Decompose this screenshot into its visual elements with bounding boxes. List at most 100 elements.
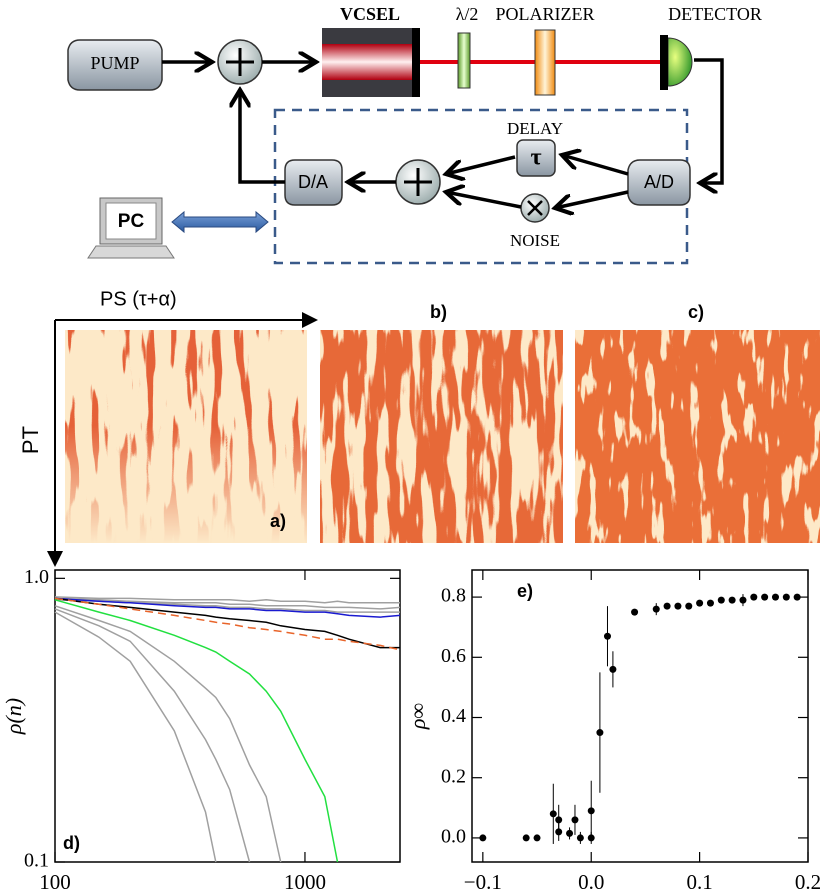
panel-label: b) — [430, 302, 447, 322]
data-point — [555, 816, 563, 824]
data-line — [54, 608, 251, 863]
x-tick-label: 1000 — [284, 870, 326, 890]
pt-axis-label: PT — [18, 426, 43, 454]
data-point — [555, 828, 563, 836]
ad-label: A/D — [644, 172, 674, 192]
polarizer-label: POLARIZER — [496, 4, 595, 24]
data-point — [739, 596, 747, 604]
data-line — [54, 611, 217, 863]
data-point — [771, 593, 779, 601]
arrow — [446, 192, 522, 209]
data-point — [533, 834, 541, 842]
panel-label: d) — [63, 833, 80, 853]
data-point — [728, 596, 736, 604]
data-point — [571, 816, 579, 824]
data-point — [717, 596, 725, 604]
panel-a-texture — [65, 330, 307, 543]
tau-label: τ — [530, 145, 541, 171]
data-point — [663, 602, 671, 610]
delay-label: DELAY — [507, 119, 563, 138]
x-tick-label: 0.2 — [795, 870, 821, 890]
detector — [667, 37, 693, 87]
data-point — [603, 632, 611, 640]
detector-label: DETECTOR — [668, 4, 762, 24]
data-point — [652, 605, 660, 613]
da-box — [284, 159, 343, 206]
data-point — [549, 810, 557, 818]
ps-axis-label: PS (τ+α) — [100, 288, 177, 310]
data-point — [706, 599, 714, 607]
data-point — [793, 593, 801, 601]
data-line — [54, 597, 400, 649]
data-point — [596, 729, 604, 737]
data-line — [54, 596, 400, 604]
panel-c-texture — [575, 330, 820, 543]
y-axis-label: ρ∞ — [405, 703, 430, 731]
panel-label: a) — [270, 511, 286, 531]
spacetime-panels: PS (τ+α) PT a) b) c) — [18, 288, 820, 567]
plot-frame — [471, 569, 809, 863]
data-point — [587, 807, 595, 815]
data-point — [674, 602, 682, 610]
ad-box — [627, 159, 691, 206]
x-tick-label: 0.0 — [578, 870, 604, 890]
data-point — [587, 834, 595, 842]
arrow — [562, 155, 629, 176]
panel-label: c) — [688, 302, 704, 322]
half-wave-plate — [457, 32, 471, 89]
data-point — [782, 593, 790, 601]
y-tick-label: 0.6 — [441, 645, 466, 667]
y-tick-label: 0.2 — [441, 765, 466, 787]
noise-label: NOISE — [510, 231, 560, 250]
vcsel-label: VCSEL — [340, 4, 400, 24]
data-line — [54, 599, 339, 863]
plus-sign — [226, 48, 254, 76]
data-line — [54, 597, 401, 618]
arrow — [240, 90, 285, 184]
polarizer — [534, 29, 556, 96]
data-point — [696, 599, 704, 607]
data-point — [750, 593, 758, 601]
vcsel-cavity — [322, 44, 412, 80]
data-point — [566, 829, 574, 837]
data-point — [609, 665, 617, 673]
y-tick-label: 0.0 — [441, 826, 466, 848]
data-line — [54, 597, 401, 610]
panel-b-texture — [320, 330, 563, 543]
data-line — [54, 605, 282, 863]
y-tick-label: 1.0 — [24, 566, 49, 588]
data-point — [479, 834, 487, 842]
arrow — [694, 58, 724, 183]
plot-frame — [54, 569, 401, 863]
half-wave-label: λ/2 — [456, 4, 479, 24]
data-point — [761, 593, 769, 601]
data-point — [631, 608, 639, 616]
data-point — [522, 834, 530, 842]
x-tick-label: 0.1 — [686, 870, 712, 890]
pump-box — [67, 39, 163, 91]
chart-panel: −0.10.00.10.20.00.20.40.60.8Δρ∞e) — [405, 569, 821, 890]
delay-box — [516, 139, 556, 177]
x-tick-label: 100 — [39, 870, 71, 890]
data-point — [685, 602, 693, 610]
da-label: D/A — [298, 172, 328, 192]
setup-diagram: PUMP VCSEL λ/2 POLARIZER DETECTOR A/D D/… — [67, 4, 762, 265]
y-tick-label: 0.4 — [441, 705, 466, 727]
arrow — [446, 155, 516, 174]
double-arrow — [171, 210, 269, 234]
times-sign — [527, 200, 543, 216]
pump-label: PUMP — [90, 53, 139, 73]
panel-label: e) — [517, 581, 533, 601]
electronics-box — [273, 108, 689, 265]
charts: 10010000.11.0nρ(n)d)−0.10.00.10.20.00.20… — [1, 566, 821, 890]
y-axis-label: ρ(n) — [1, 698, 26, 735]
y-tick-label: 0.1 — [24, 850, 49, 872]
pc-icon: PC — [87, 197, 175, 259]
arrow — [555, 190, 629, 208]
pc-label: PC — [118, 211, 145, 232]
plus-sign — [404, 168, 432, 196]
detector-plate — [660, 35, 668, 90]
data-point — [576, 834, 584, 842]
